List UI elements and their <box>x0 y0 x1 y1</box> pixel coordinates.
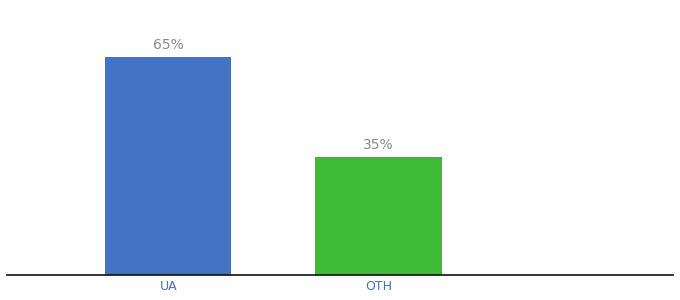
Text: 35%: 35% <box>363 138 394 152</box>
Bar <box>105 57 231 274</box>
Bar <box>316 158 442 274</box>
Text: 65%: 65% <box>153 38 184 52</box>
